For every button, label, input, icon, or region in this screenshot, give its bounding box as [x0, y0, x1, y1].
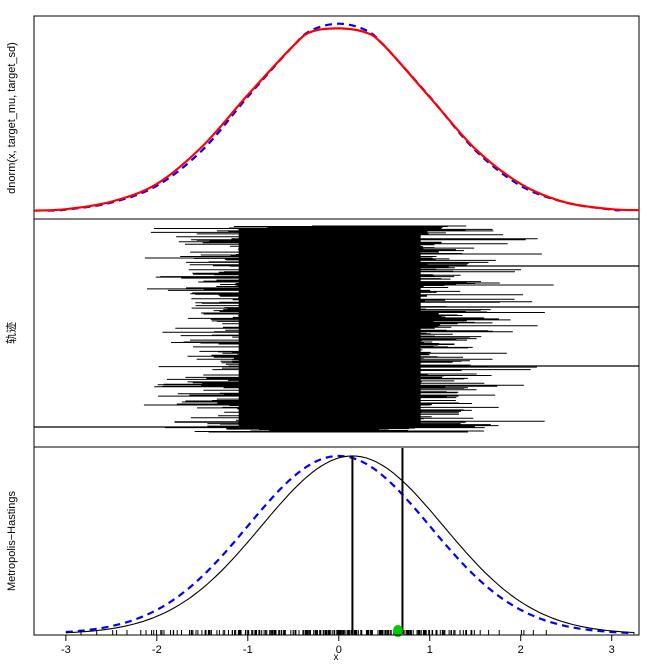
density-plot: [33, 22, 640, 212]
sample-rug: [80, 630, 547, 635]
proposal-ylabel: Metropolis−Hastings: [6, 491, 18, 591]
x-axis: -3 -2 -1 0 1 2 3: [61, 634, 615, 656]
proposal-plot: [65, 448, 635, 637]
x-tick-label: -1: [243, 644, 253, 656]
series-target-dashed: [65, 454, 635, 635]
series-kde-solid: [33, 27, 640, 212]
series-proposal-solid: [65, 455, 635, 634]
proposal-panel-frame: [33, 446, 640, 636]
density-ylabel: dnorm(x, target_mu, target_sd): [6, 42, 18, 194]
x-tick-label: 3: [609, 644, 615, 656]
x-tick-label: 2: [518, 644, 524, 656]
trace-ylabel: 轨迹: [4, 322, 18, 344]
x-tick-label: -2: [152, 644, 162, 656]
series-target-dashed: [47, 22, 621, 212]
density-panel-frame: [33, 15, 640, 220]
trace-bulk: [238, 228, 421, 426]
x-tick-label: 0: [336, 644, 342, 656]
rug-ticks: [80, 630, 547, 635]
proposal-marker: [392, 625, 403, 637]
x-axis-label: x: [334, 652, 339, 663]
trace-plot: [34, 225, 639, 433]
x-tick-label: 1: [427, 644, 433, 656]
x-tick-label: -3: [61, 644, 71, 656]
